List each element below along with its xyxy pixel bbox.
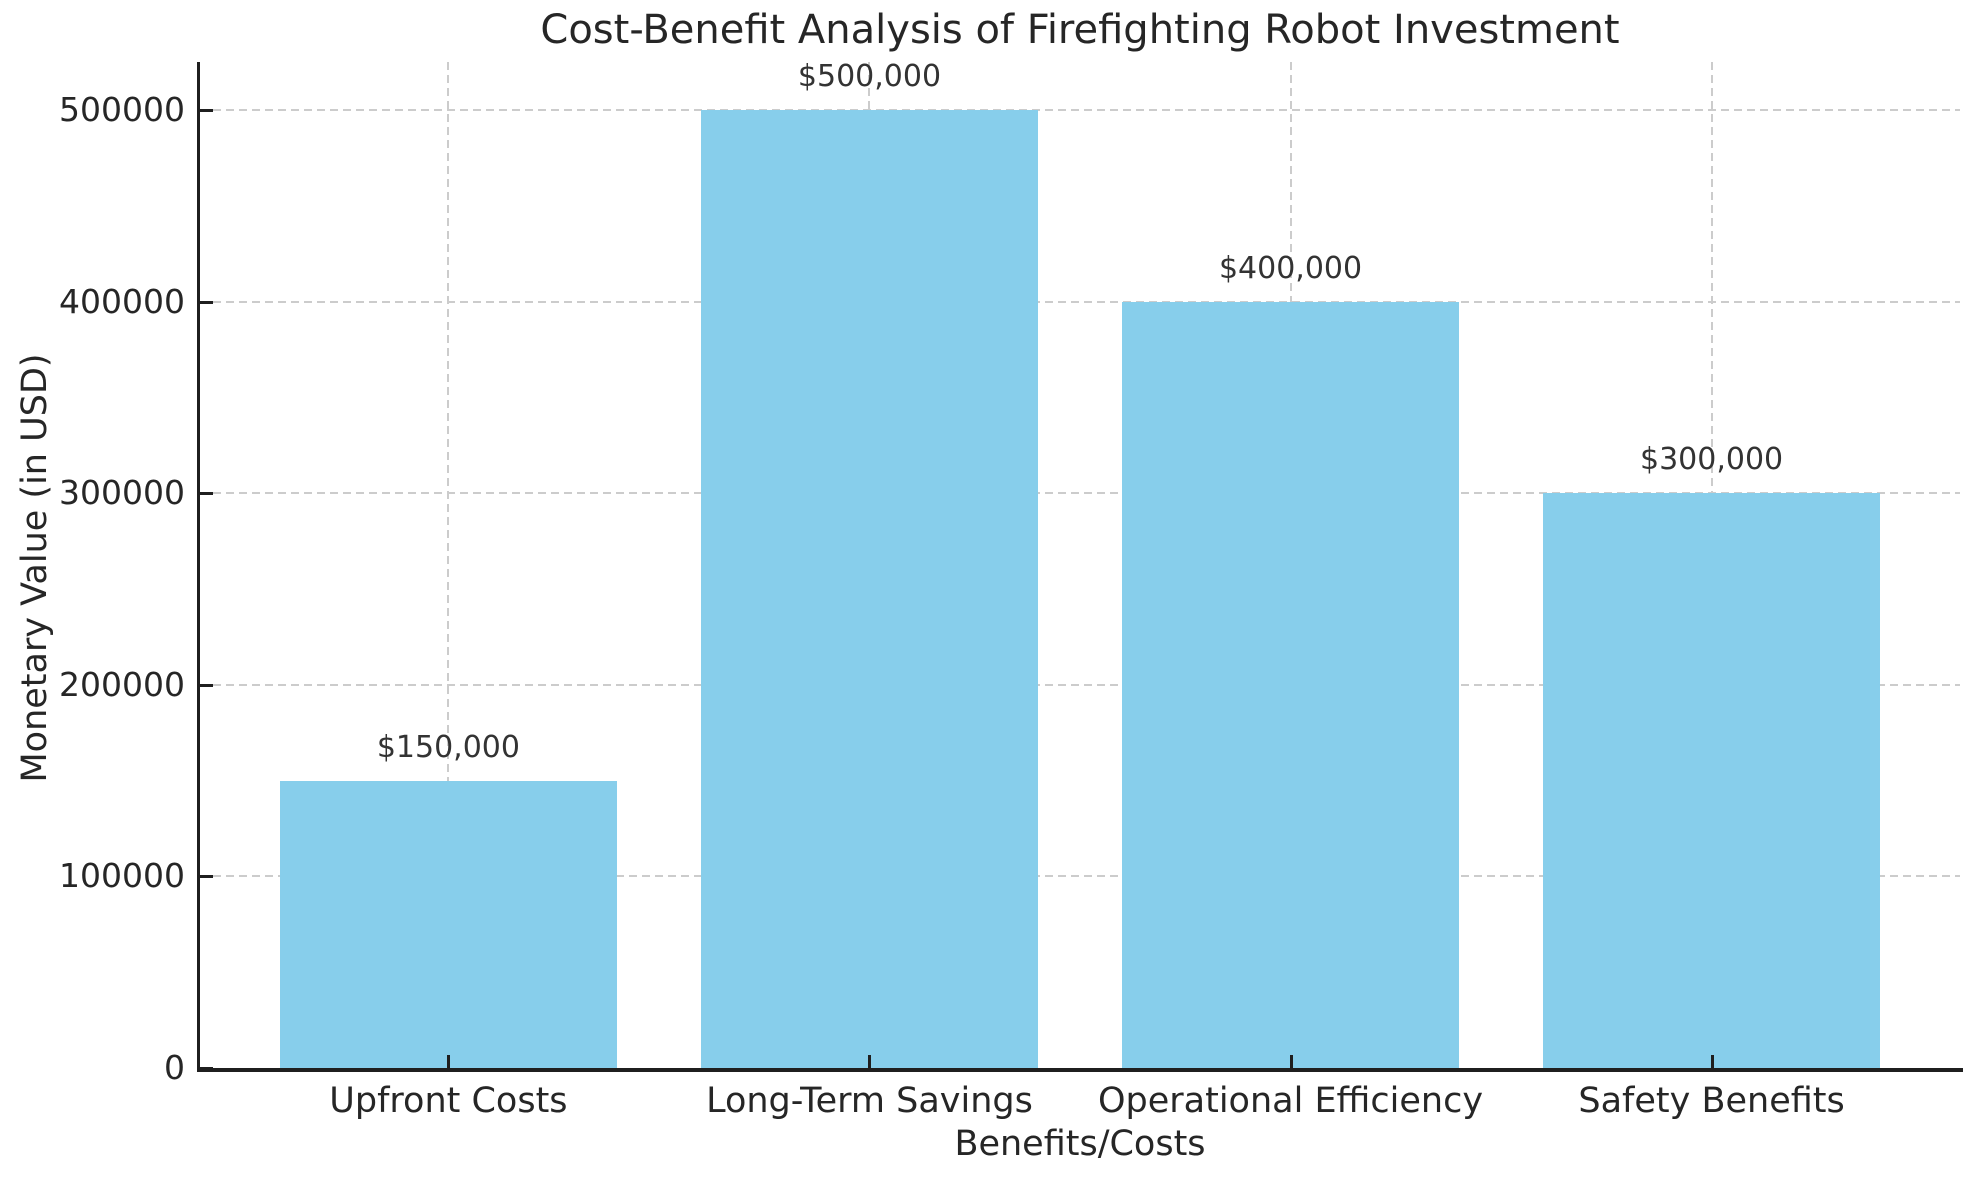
x-axis-spine bbox=[197, 1068, 1963, 1072]
v-gridline bbox=[447, 62, 450, 1068]
x-tick-label: Operational Efficiency bbox=[1097, 1081, 1484, 1121]
h-gridline bbox=[200, 108, 1960, 111]
y-tick-mark bbox=[200, 108, 213, 112]
x-tick-mark bbox=[447, 1055, 451, 1068]
h-gridline bbox=[200, 683, 1960, 686]
bar-value-label: $300,000 bbox=[1640, 442, 1784, 478]
y-tick-label: 200000 bbox=[59, 664, 185, 704]
y-tick-label: 100000 bbox=[59, 856, 185, 896]
bar-value-label: $500,000 bbox=[797, 58, 942, 94]
x-tick-label: Upfront Costs bbox=[329, 1081, 568, 1121]
bar-value-label: $150,000 bbox=[376, 729, 520, 765]
x-tick-label: Long-Term Savings bbox=[706, 1081, 1033, 1121]
x-tick-mark bbox=[1710, 1055, 1714, 1068]
x-tick-mark bbox=[1289, 1055, 1293, 1068]
h-gridline bbox=[200, 875, 1960, 878]
bar-value-label: $400,000 bbox=[1218, 250, 1363, 286]
y-axis-spine bbox=[197, 62, 200, 1072]
y-tick-label: 300000 bbox=[59, 473, 185, 513]
y-tick-label: 400000 bbox=[59, 281, 185, 321]
x-tick-mark bbox=[868, 1055, 872, 1068]
y-tick-mark bbox=[200, 492, 213, 496]
x-tick-label: Safety Benefits bbox=[1578, 1081, 1845, 1121]
bar-operational-efficiency bbox=[1122, 301, 1459, 1068]
bar-long-term-savings bbox=[701, 109, 1038, 1068]
h-gridline bbox=[200, 300, 1960, 303]
y-tick-mark bbox=[200, 300, 213, 304]
x-axis-label: Benefits/Costs bbox=[954, 1124, 1206, 1164]
bar-safety-benefits bbox=[1543, 493, 1880, 1068]
y-tick-mark bbox=[200, 1067, 213, 1070]
y-tick-mark bbox=[200, 875, 213, 879]
y-tick-mark bbox=[200, 683, 213, 687]
y-axis-label: Monetary Value (in USD) bbox=[15, 353, 55, 783]
bar-upfront-costs bbox=[280, 780, 617, 1068]
chart-title: Cost-Benefit Analysis of Firefighting Ro… bbox=[540, 7, 1620, 53]
y-tick-label: 500000 bbox=[59, 89, 185, 129]
h-gridline bbox=[200, 492, 1960, 495]
y-tick-label: 0 bbox=[164, 1048, 185, 1087]
